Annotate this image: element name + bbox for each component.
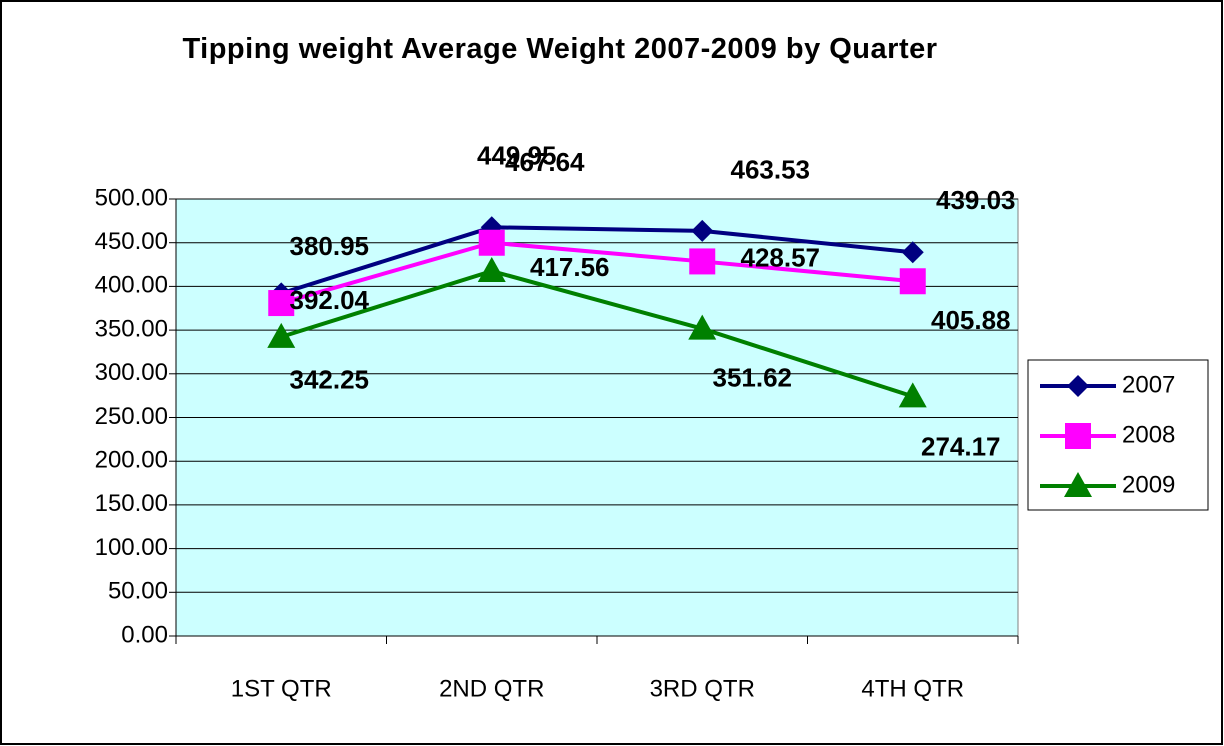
data-label: 449.95 — [477, 141, 557, 171]
legend-marker — [1067, 375, 1089, 397]
data-point — [478, 229, 505, 256]
data-label: 417.56 — [530, 252, 610, 282]
data-label: 274.17 — [921, 431, 1001, 461]
data-point — [689, 248, 716, 275]
data-label: 351.62 — [712, 363, 792, 393]
data-label: 428.57 — [740, 242, 820, 272]
series-line — [280, 225, 913, 296]
x-tick-label: 4TH QTR — [861, 675, 964, 702]
y-tick-label: 350.00 — [95, 315, 168, 342]
y-tick-label: 100.00 — [95, 534, 168, 561]
series-line — [280, 240, 913, 305]
y-tick-label: 150.00 — [95, 490, 168, 517]
y-tick-label: 500.00 — [95, 184, 168, 211]
legend-label: 2008 — [1122, 421, 1175, 448]
data-label: 380.95 — [289, 231, 369, 261]
chart-title: Tipping weight Average Weight 2007-2009 … — [182, 33, 938, 65]
data-point — [477, 257, 506, 283]
x-tick-label: 1ST QTR — [231, 675, 332, 702]
y-tick-label: 50.00 — [108, 578, 168, 605]
y-tick-label: 200.00 — [95, 447, 168, 474]
x-tick-label: 2ND QTR — [439, 675, 544, 702]
y-tick-label: 0.00 — [121, 621, 168, 648]
data-label: 342.25 — [289, 365, 369, 395]
y-tick-label: 400.00 — [95, 272, 168, 299]
y-tick-label: 450.00 — [95, 228, 168, 255]
data-point — [898, 382, 927, 408]
data-point — [268, 290, 295, 317]
data-point — [688, 314, 717, 340]
data-point — [901, 241, 924, 264]
legend-label: 2009 — [1122, 471, 1175, 498]
data-point — [267, 322, 296, 348]
legend-marker — [1064, 472, 1092, 497]
data-label: 405.88 — [931, 305, 1011, 335]
series-line — [280, 268, 914, 399]
legend-marker — [1065, 423, 1091, 449]
x-tick-label: 3RD QTR — [650, 675, 755, 702]
data-point — [899, 268, 926, 295]
y-tick-label: 300.00 — [95, 359, 168, 386]
data-label: 439.03 — [936, 185, 1016, 215]
data-label: 463.53 — [730, 155, 810, 185]
legend-label: 2007 — [1122, 371, 1175, 398]
data-label: 467.64 — [505, 147, 585, 177]
y-tick-label: 250.00 — [95, 403, 168, 430]
data-label: 392.04 — [289, 285, 369, 315]
data-point — [691, 219, 714, 242]
